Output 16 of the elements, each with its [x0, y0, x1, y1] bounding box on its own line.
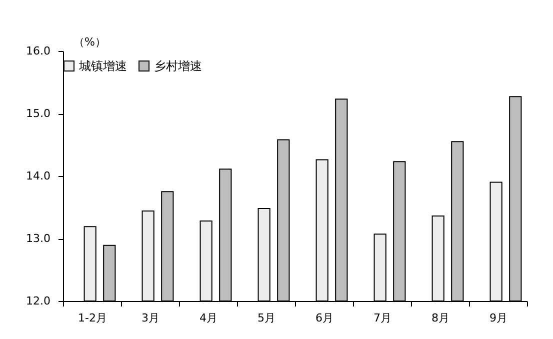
legend-label: 乡村增速 — [154, 59, 202, 73]
y-axis-title: （%） — [74, 36, 106, 48]
legend-label: 城镇增速 — [78, 59, 127, 73]
x-tick-label: 4月 — [200, 312, 218, 324]
x-tick-label: 3月 — [142, 312, 160, 324]
x-tick-label: 8月 — [432, 312, 450, 324]
y-tick-label: 13.0 — [26, 232, 50, 245]
x-tick-label: 5月 — [258, 312, 276, 324]
y-tick-label: 16.0 — [26, 44, 50, 58]
y-tick-label: 14.0 — [26, 170, 50, 182]
y-tick-label: 15.0 — [26, 107, 50, 120]
x-tick-label: 6月 — [316, 312, 334, 324]
x-tick-label: 7月 — [374, 312, 392, 324]
y-tick-label: 12.0 — [26, 294, 50, 308]
x-tick-label: 9月 — [490, 312, 508, 324]
x-tick-label: 1-2月 — [78, 312, 107, 324]
